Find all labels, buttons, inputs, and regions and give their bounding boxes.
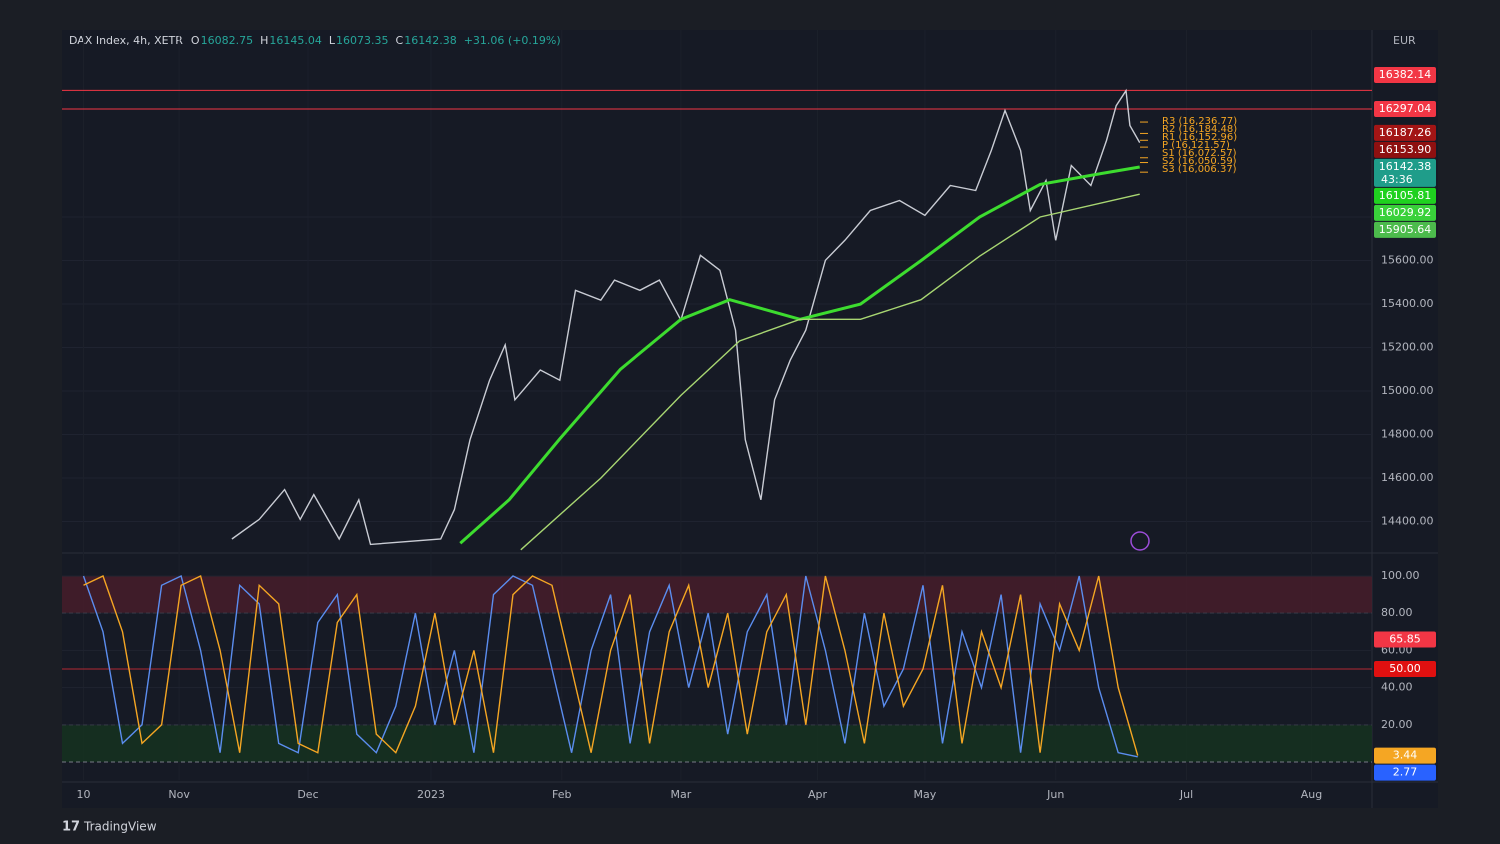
series-line <box>83 575 1139 756</box>
y-tick-label: 14400.00 <box>1381 515 1434 528</box>
series-line <box>520 193 1140 551</box>
x-tick-label: Aug <box>1301 788 1322 801</box>
price-label: 16142.38 <box>1379 160 1432 173</box>
y-tick-label: 20.00 <box>1381 718 1413 731</box>
price-label: 16029.92 <box>1379 206 1432 219</box>
price-label-bg <box>1374 141 1436 158</box>
x-tick-label: Jun <box>1046 788 1064 801</box>
y-tick-label: 14800.00 <box>1381 428 1434 441</box>
price-label-bg <box>1374 747 1436 764</box>
ohlc-value: 16145.04 <box>269 34 322 47</box>
change: +31.06 (+0.19%) <box>464 34 561 47</box>
price-label: 16153.90 <box>1379 143 1432 156</box>
price-label-bg <box>1374 158 1436 187</box>
zone-band <box>62 724 1372 762</box>
price-label: 16297.04 <box>1379 102 1432 115</box>
price-label-bg <box>1374 187 1436 204</box>
price-label-bg <box>1374 100 1436 117</box>
y-tick-label: 40.00 <box>1381 681 1413 694</box>
x-tick-label: Apr <box>808 788 828 801</box>
ohlc-value: 16073.35 <box>336 34 389 47</box>
ohlc-value: 16142.38 <box>404 34 457 47</box>
pivot-label: S1 (16,072.57) <box>1162 148 1237 159</box>
pivot-label: S2 (16,050.59) <box>1162 156 1237 167</box>
x-tick-label: 10 <box>76 788 90 801</box>
zone-band <box>62 576 1372 614</box>
currency: EUR <box>1393 34 1416 47</box>
x-tick-label: Mar <box>670 788 691 801</box>
price-label: 3.44 <box>1393 749 1418 762</box>
y-tick-label: 14600.00 <box>1381 471 1434 484</box>
x-tick-label: Feb <box>552 788 571 801</box>
pivot-label: P (16,121.57) <box>1162 140 1230 151</box>
price-label: 16382.14 <box>1379 68 1432 81</box>
x-tick-label: Jul <box>1179 788 1193 801</box>
price-label: 2.77 <box>1393 766 1418 779</box>
brand-logo: 17 <box>62 820 80 835</box>
ohlc-key: H <box>260 34 268 47</box>
price-label: 65.85 <box>1389 633 1421 646</box>
pivot-label: R1 (16,152.96) <box>1162 132 1237 143</box>
y-tick-label: 15600.00 <box>1381 254 1434 267</box>
brand: TradingView <box>83 820 157 834</box>
symbol: DAX Index, 4h, XETR <box>69 34 183 47</box>
header: DAX Index, 4h, XETR O 16082.75 H 16145.04 L 16… <box>69 34 561 47</box>
y-tick-label: 15000.00 <box>1381 384 1434 397</box>
ohlc-key: C <box>396 34 404 47</box>
countdown: 43:36 <box>1381 173 1413 186</box>
pivot-label: R2 (16,184.48) <box>1162 124 1237 135</box>
x-tick-label: Dec <box>297 788 318 801</box>
pivot-label: S3 (16,006.37) <box>1162 164 1237 175</box>
price-label: 16105.81 <box>1379 189 1432 202</box>
price-label-bg <box>1374 204 1436 221</box>
y-tick-label: 80.00 <box>1381 606 1413 619</box>
series-line <box>231 88 1141 546</box>
price-label-bg <box>1374 764 1436 781</box>
price-label-bg <box>1374 221 1436 238</box>
series-line <box>82 575 1138 758</box>
x-tick-label: Nov <box>168 788 190 801</box>
price-label: 50.00 <box>1389 662 1421 675</box>
price-label-bg <box>1374 67 1436 83</box>
price-label-bg <box>1374 660 1436 677</box>
chart-background <box>62 30 1438 808</box>
ohlc-key: L <box>329 34 336 47</box>
y-tick-label: 15200.00 <box>1381 341 1434 354</box>
price-label: 16187.26 <box>1379 126 1432 139</box>
x-tick-label: 2023 <box>417 788 445 801</box>
ohlc-value: 16082.75 <box>201 34 254 47</box>
y-tick-label: 15400.00 <box>1381 297 1434 310</box>
y-tick-label: 100.00 <box>1381 569 1420 582</box>
price-label-bg <box>1374 631 1436 648</box>
pivot-label: R3 (16,236.77) <box>1162 116 1237 127</box>
alert-icon[interactable] <box>1130 531 1150 551</box>
ohlc-key: O <box>191 34 200 47</box>
price-label: 15905.64 <box>1379 223 1432 236</box>
price-label-bg <box>1374 124 1436 141</box>
x-tick-label: May <box>914 788 937 801</box>
